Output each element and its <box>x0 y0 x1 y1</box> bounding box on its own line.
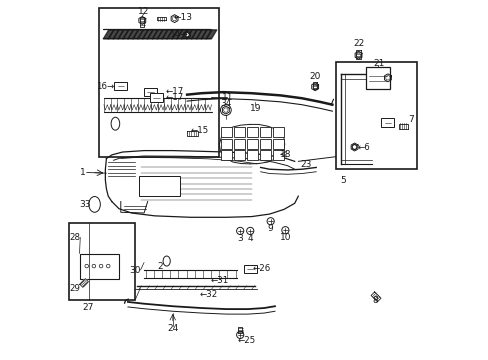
Text: 34: 34 <box>220 99 231 108</box>
Polygon shape <box>398 124 407 129</box>
Text: 27: 27 <box>82 303 94 312</box>
Text: 3: 3 <box>237 234 243 243</box>
Text: ←31: ←31 <box>210 276 228 285</box>
Text: 23: 23 <box>300 161 311 170</box>
Ellipse shape <box>89 197 100 212</box>
Text: 14→: 14→ <box>169 30 188 39</box>
Text: 1: 1 <box>80 168 85 177</box>
Text: 2: 2 <box>157 262 163 271</box>
Text: 12: 12 <box>138 7 149 16</box>
Polygon shape <box>80 279 88 287</box>
Ellipse shape <box>184 33 189 37</box>
Bar <box>114 82 127 90</box>
Text: 4: 4 <box>247 234 252 243</box>
Bar <box>272 127 283 137</box>
Text: 30: 30 <box>129 266 141 275</box>
Text: ←15: ←15 <box>190 126 208 135</box>
Text: ←25: ←25 <box>237 336 255 345</box>
Text: 5: 5 <box>340 176 346 185</box>
Text: 11: 11 <box>221 93 233 102</box>
Polygon shape <box>238 327 242 333</box>
Bar <box>335 62 416 169</box>
Ellipse shape <box>111 117 120 130</box>
Text: 10: 10 <box>279 233 290 242</box>
Bar <box>221 150 231 160</box>
Text: 18: 18 <box>280 150 291 159</box>
Ellipse shape <box>163 256 170 266</box>
Text: ←26: ←26 <box>252 265 270 274</box>
Bar <box>80 253 119 279</box>
Text: 33: 33 <box>79 200 90 209</box>
Polygon shape <box>187 131 198 136</box>
Text: 24: 24 <box>167 324 178 333</box>
Ellipse shape <box>351 144 356 149</box>
Polygon shape <box>140 17 144 27</box>
Bar <box>246 139 257 149</box>
Bar <box>366 67 389 89</box>
Bar <box>260 139 270 149</box>
Bar <box>221 127 231 137</box>
Text: 22: 22 <box>352 39 364 48</box>
Bar <box>246 127 257 137</box>
Polygon shape <box>156 17 165 21</box>
Bar <box>234 150 244 160</box>
Bar <box>260 127 270 137</box>
Bar <box>221 139 231 149</box>
Bar <box>260 150 270 160</box>
Text: 8: 8 <box>372 296 378 305</box>
Bar <box>144 88 157 96</box>
Text: ←13: ←13 <box>174 13 193 22</box>
Text: 7: 7 <box>407 115 413 124</box>
Ellipse shape <box>220 105 231 116</box>
Bar <box>69 223 135 300</box>
Bar <box>246 150 257 160</box>
Text: 20: 20 <box>309 72 320 81</box>
Bar <box>150 93 163 102</box>
Text: 29: 29 <box>70 284 81 293</box>
Text: 19: 19 <box>249 104 261 113</box>
Bar <box>139 176 180 196</box>
Bar <box>381 118 394 127</box>
Text: ←17: ←17 <box>165 93 183 102</box>
Text: 28: 28 <box>70 233 81 242</box>
Bar <box>99 8 219 157</box>
Text: ←32: ←32 <box>199 289 217 298</box>
Bar <box>244 265 256 273</box>
Polygon shape <box>312 82 317 89</box>
Bar <box>272 139 283 149</box>
Polygon shape <box>356 50 360 59</box>
Text: 21: 21 <box>372 59 384 68</box>
Text: ←17: ←17 <box>165 86 183 95</box>
Bar <box>272 150 283 160</box>
Text: 16→: 16→ <box>95 82 114 91</box>
Bar <box>234 139 244 149</box>
Polygon shape <box>370 292 380 302</box>
Text: 9: 9 <box>267 224 273 233</box>
Bar <box>234 127 244 137</box>
Text: ←6: ←6 <box>356 143 369 152</box>
